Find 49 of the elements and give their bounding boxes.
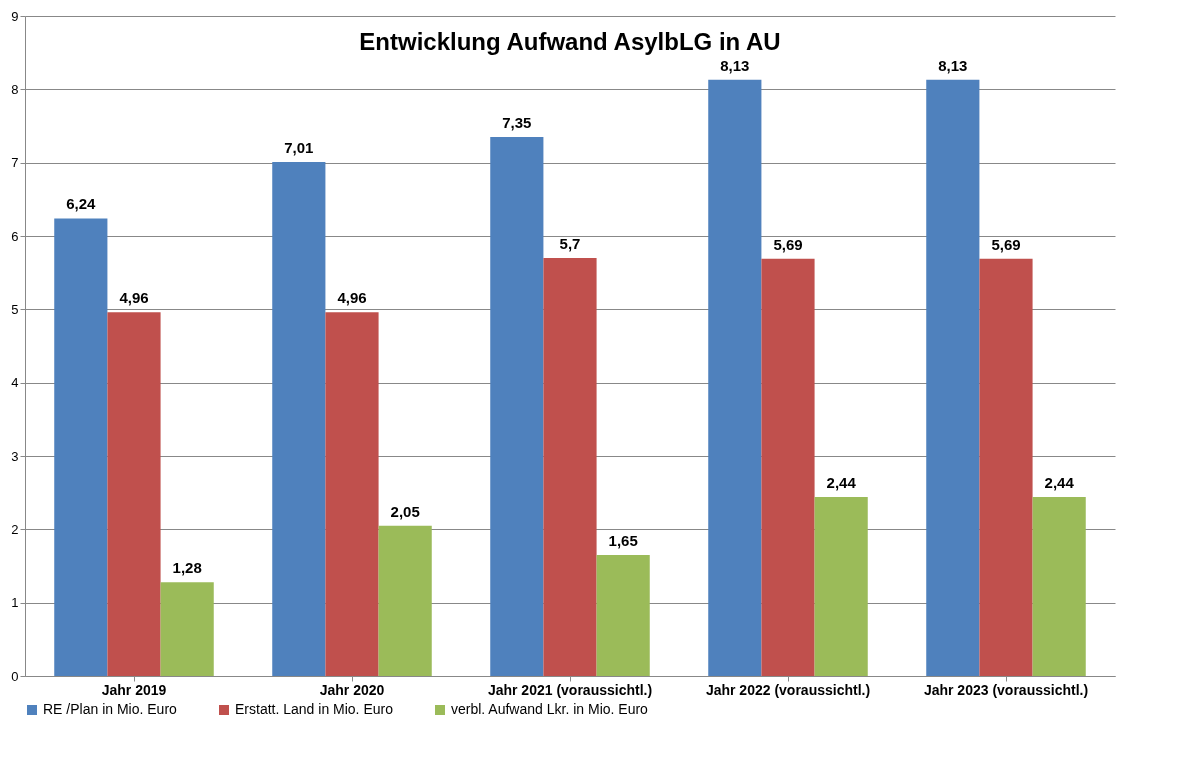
data-label: 7,01	[284, 138, 314, 156]
data-label: 7,35	[502, 114, 532, 131]
y-tick-label: 3	[11, 448, 19, 464]
text: Entwicklung Aufwand AsylbLG in AU	[359, 28, 781, 55]
bar	[54, 218, 108, 676]
bar	[272, 161, 326, 676]
bar	[1032, 497, 1086, 676]
data-label: 5,69	[773, 235, 803, 253]
x-tick-label: Jahr 2023 (voraussichtl.)	[923, 681, 1089, 698]
x-tick-label: Jahr 2020	[319, 681, 385, 698]
data-label: 4,96	[119, 289, 149, 307]
x-tick-label: Jahr 2021 (voraussichtl.)	[487, 681, 653, 698]
legend-label: Erstatt. Land in Mio. Euro	[235, 701, 394, 717]
legend-label: RE /Plan in Mio. Euro	[43, 701, 178, 717]
y-tick-label: 8	[11, 81, 19, 97]
data-label: 4,96	[337, 289, 367, 307]
bar	[979, 258, 1033, 676]
bar	[325, 312, 379, 676]
bar	[490, 137, 544, 676]
bar	[708, 79, 762, 676]
bar	[160, 582, 214, 676]
bar	[596, 555, 650, 676]
y-tick-label: 5	[11, 301, 19, 317]
y-tick-label: 1	[11, 595, 19, 611]
data-label: 8,13	[938, 56, 968, 74]
data-label: 1,28	[172, 559, 202, 577]
bar	[543, 258, 597, 676]
y-tick-label: 2	[11, 521, 19, 537]
bar	[814, 497, 868, 676]
bar	[761, 258, 815, 676]
data-label: 2,44	[1044, 474, 1075, 492]
data-label: 5,69	[991, 235, 1021, 253]
y-tick-label: 0	[11, 668, 19, 684]
data-label: 5,7	[559, 235, 581, 252]
y-tick-label: 4	[11, 375, 19, 391]
data-label: 2,05	[390, 502, 420, 520]
legend-label: verbl. Aufwand Lkr. in Mio. Euro	[451, 701, 649, 717]
data-label: 8,13	[720, 56, 750, 74]
data-label: 6,24	[66, 195, 97, 213]
bar	[107, 312, 161, 676]
y-tick-label: 9	[11, 8, 19, 24]
bar	[378, 525, 432, 676]
x-tick-label: Jahr 2022 (voraussichtl.)	[705, 681, 871, 698]
y-tick-label: 7	[11, 155, 19, 171]
bar	[926, 79, 980, 676]
y-tick-label: 6	[11, 228, 19, 244]
data-label: 2,44	[826, 474, 857, 492]
x-tick-label: Jahr 2019	[101, 681, 167, 698]
data-label: 1,65	[608, 532, 638, 549]
